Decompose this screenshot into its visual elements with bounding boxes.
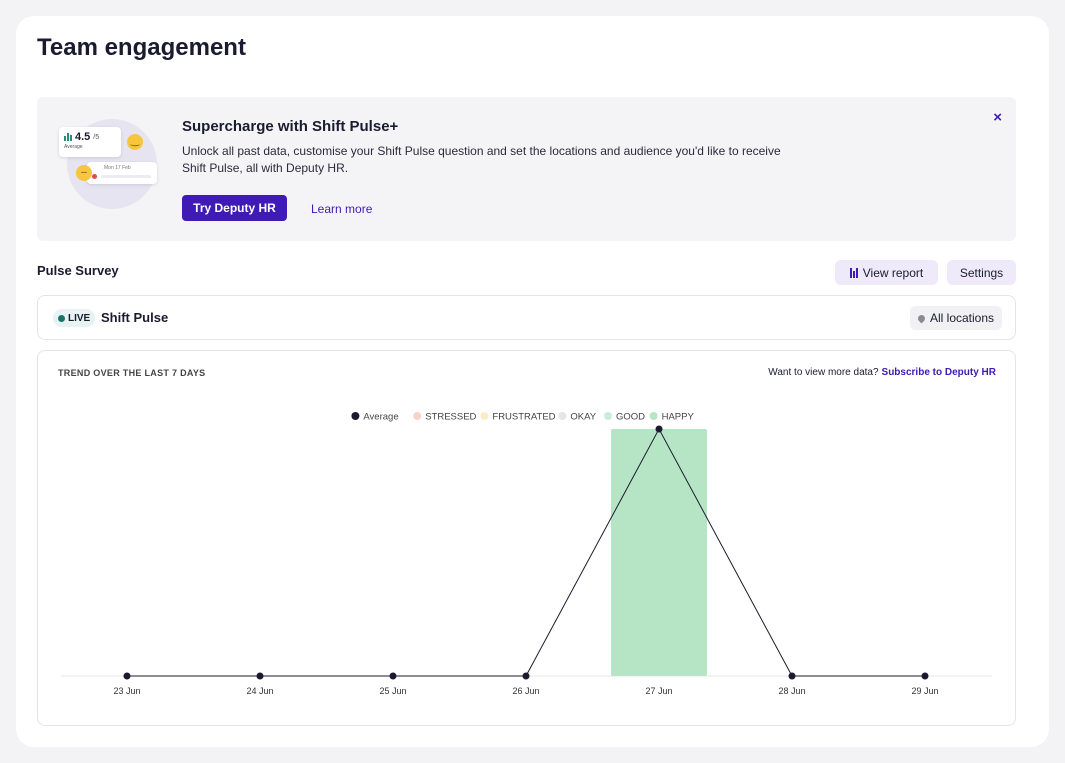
legend-label-frustrated: FRUSTRATED	[492, 412, 555, 423]
neutral-emoji-icon: –	[76, 165, 92, 181]
legend-label-average: Average	[363, 412, 398, 423]
illustration-score-suffix: /5	[93, 133, 100, 141]
legend-marker-okay	[558, 412, 567, 420]
trend-chart: 23 Jun 24 Jun 25 Jun 26 Jun 27 Jun 28 Jun 29 J…	[61, 412, 992, 696]
legend-marker-good	[604, 412, 612, 420]
promo-description: Unlock all past data, customise your Shi…	[182, 144, 781, 175]
settings-button[interactable]: Settings	[947, 260, 1016, 285]
shift-pulse-name: Shift Pulse	[101, 310, 169, 325]
x-tick-label: 23 Jun	[113, 686, 140, 696]
live-badge: LIVE	[53, 309, 96, 327]
status-dot	[92, 174, 97, 179]
pulse-survey-title: Pulse Survey	[37, 263, 119, 278]
page-title: Team engagement	[37, 34, 246, 61]
legend-label-good: GOOD	[616, 412, 645, 423]
locations-label: All locations	[929, 311, 995, 325]
average-point-0	[123, 672, 131, 680]
average-point-4	[655, 425, 663, 433]
promo-banner: 4.5/5 Average Mon 17 Feb ‿ – Supercharge…	[37, 97, 1016, 241]
x-tick-label: 26 Jun	[512, 686, 539, 696]
x-tick-label: 27 Jun	[645, 686, 672, 696]
trend-chart-card: TREND OVER THE LAST 7 DAYS Want to view …	[37, 350, 1016, 726]
average-point-3	[522, 672, 530, 680]
illustration-score-label: Average	[64, 144, 83, 150]
average-point-5	[788, 672, 796, 680]
x-tick-label: 29 Jun	[911, 686, 938, 696]
legend-label-happy: HAPPY	[662, 412, 695, 423]
legend-label-okay: OKAY	[570, 412, 596, 423]
x-tick-label: 28 Jun	[778, 686, 805, 696]
average-line	[127, 427, 925, 677]
view-report-label: View report	[862, 265, 924, 280]
more-data-text: Want to view more data?	[768, 367, 879, 378]
legend-marker-happy	[649, 412, 658, 420]
bar-happy-4	[611, 429, 707, 676]
legend-marker-frustrated	[480, 412, 489, 420]
legend-marker-average	[351, 412, 360, 420]
shift-pulse-row: LIVE Shift Pulse All locations	[37, 295, 1016, 340]
live-badge-label: LIVE	[68, 312, 91, 324]
close-icon[interactable]: ×	[993, 109, 1002, 126]
x-tick-label: 24 Jun	[246, 686, 273, 696]
average-point-6	[921, 672, 929, 680]
main-card: Team engagement 4.5/5 Average Mon 17 Feb…	[16, 16, 1049, 747]
learn-more-link[interactable]: Learn more	[311, 202, 373, 216]
subscribe-link[interactable]: Subscribe to Deputy HR	[881, 367, 996, 378]
view-report-button[interactable]: View report	[835, 260, 938, 285]
illustration-date: Mon 17 Feb	[104, 165, 131, 171]
legend-label-stressed: STRESSED	[425, 412, 476, 423]
average-point-2	[389, 672, 397, 680]
illustration-score: 4.5	[75, 131, 91, 143]
progress-line	[101, 175, 151, 178]
legend-marker-stressed	[413, 412, 422, 420]
promo-illustration: 4.5/5 Average Mon 17 Feb ‿ –	[59, 115, 163, 215]
more-data-prompt: Want to view more data? Subscribe to Depu…	[768, 367, 996, 378]
average-point-1	[256, 672, 264, 680]
x-tick-label: 25 Jun	[379, 686, 406, 696]
illustration-response-card: Mon 17 Feb	[87, 162, 157, 184]
wink-emoji-icon: ‿	[127, 134, 143, 150]
bar-chart-icon	[64, 133, 72, 141]
promo-title: Supercharge with Shift Pulse+	[182, 118, 399, 135]
try-deputy-hr-button[interactable]: Try Deputy HR	[182, 195, 287, 221]
location-pin-icon	[916, 313, 927, 323]
locations-filter-button[interactable]: All locations	[910, 306, 1002, 330]
bar-chart-icon	[849, 267, 858, 278]
trend-label: TREND OVER THE LAST 7 DAYS	[58, 368, 206, 378]
live-dot-icon	[58, 314, 65, 322]
illustration-score-card: 4.5/5 Average	[59, 127, 121, 157]
